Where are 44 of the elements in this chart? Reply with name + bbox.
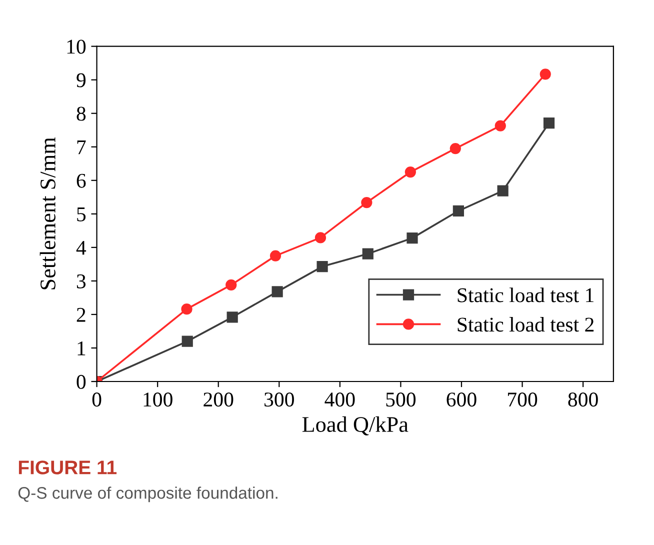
legend-label: Static load test 2 <box>458 317 594 332</box>
y-tick-label: 9 <box>76 73 86 88</box>
x-tick-label: 800 <box>568 392 598 407</box>
point <box>404 166 416 178</box>
legend-label: Static load test 1 <box>458 288 594 302</box>
point <box>316 260 328 272</box>
y-tick-label: 4 <box>76 240 86 255</box>
point <box>181 304 192 315</box>
x-axis-title: Load Q/kPa <box>302 416 408 436</box>
y-tick-label: 6 <box>76 174 86 188</box>
x-tick-label: 600 <box>446 392 476 407</box>
point <box>494 120 506 132</box>
point <box>226 312 238 323</box>
y-tick-label: 8 <box>76 106 86 121</box>
x-tick-label: 700 <box>508 392 538 407</box>
y-tick-label: 3 <box>76 274 86 288</box>
point <box>362 248 374 260</box>
point <box>543 118 555 129</box>
point <box>450 142 461 154</box>
caption: FIGURE 11 <box>18 460 117 474</box>
point <box>182 336 193 347</box>
point <box>540 68 551 80</box>
point <box>406 232 418 244</box>
y-axis-title: Settlement S/mm <box>40 137 56 290</box>
y-tick-label: 7 <box>77 140 86 154</box>
x-tick-label: 300 <box>264 392 294 407</box>
x-tick-label: 400 <box>324 392 355 407</box>
point <box>452 205 464 216</box>
text: Q-S curve of composite foundation. <box>18 486 278 502</box>
y-tick-label: 0 <box>76 374 86 389</box>
x-tick-label: 100 <box>144 392 172 407</box>
y-tick-label: 5 <box>77 208 86 222</box>
x-tick-label: 500 <box>386 392 416 407</box>
point <box>314 232 326 244</box>
point <box>270 250 282 262</box>
point <box>272 286 283 298</box>
point <box>361 196 372 208</box>
y-tick-label: 2 <box>76 308 86 322</box>
x-tick-label: 200 <box>204 392 234 407</box>
point <box>226 279 237 291</box>
y-tick-label: 1 <box>78 341 86 356</box>
point <box>497 185 508 196</box>
x-tick-label: 0 <box>92 392 102 407</box>
y-tick-label: 10 <box>67 40 86 54</box>
